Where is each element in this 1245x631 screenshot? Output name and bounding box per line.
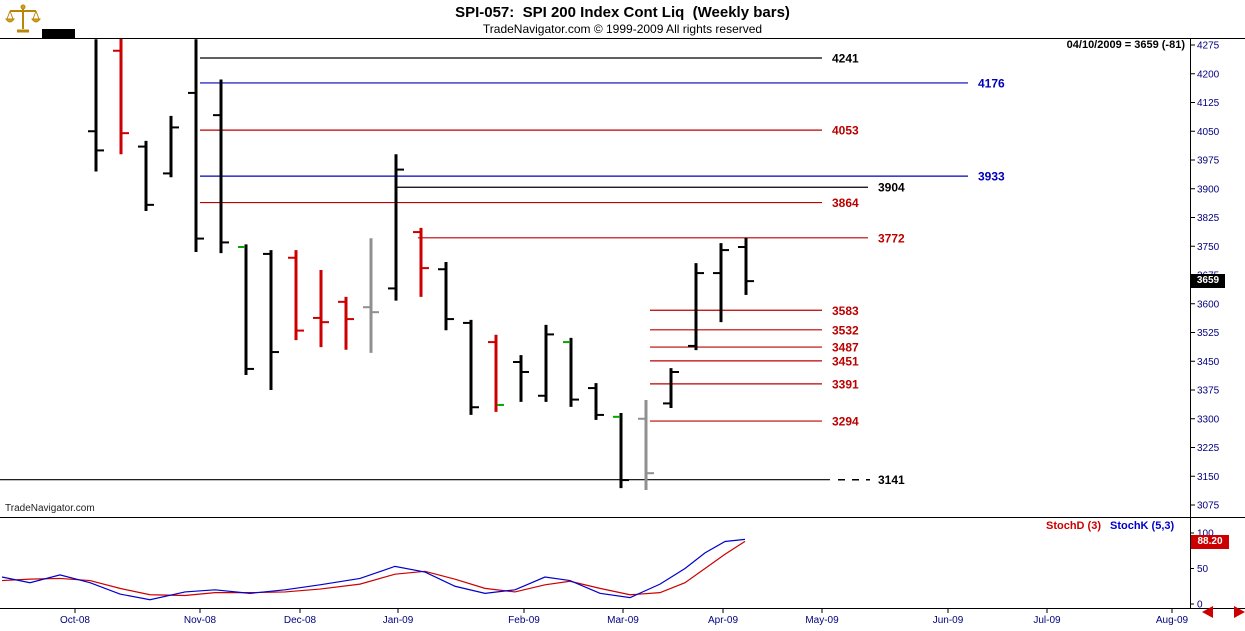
price-axis-label: 3450 xyxy=(1197,357,1220,368)
level-label-3451: 3451 xyxy=(832,354,859,368)
stoch-value-badge: 88.20 xyxy=(1191,535,1229,549)
price-axis-label: 3075 xyxy=(1197,501,1220,512)
price-axis-label: 3375 xyxy=(1197,386,1220,397)
tradenavigator-logo xyxy=(5,4,41,36)
stoch-axis-label: 100 xyxy=(1197,529,1214,540)
level-label-3583: 3583 xyxy=(832,304,859,318)
chart-title: SPI-057: SPI 200 Index Cont Liq (Weekly … xyxy=(455,4,790,21)
month-label: Jun-09 xyxy=(933,615,964,626)
month-label: Aug-09 xyxy=(1156,615,1189,626)
price-axis-label: 3300 xyxy=(1197,414,1220,425)
level-label-3141: 3141 xyxy=(878,473,905,487)
price-bars xyxy=(88,39,754,491)
scales-icon xyxy=(5,4,41,33)
top-left-bar-decoration xyxy=(42,29,75,38)
price-axis-label: 3900 xyxy=(1197,184,1220,195)
price-axis-label: 3975 xyxy=(1197,156,1220,167)
month-label: May-09 xyxy=(805,615,839,626)
price-axis-label: 3225 xyxy=(1197,443,1220,454)
level-label-3532: 3532 xyxy=(832,323,859,337)
price-axis-label: 4050 xyxy=(1197,127,1220,138)
stochd-legend[interactable]: StochD (3) xyxy=(1046,520,1101,532)
level-label-3391: 3391 xyxy=(832,377,859,391)
price-axis-label: 3525 xyxy=(1197,328,1220,339)
price-axis-label: 4125 xyxy=(1197,98,1220,109)
price-axis-label: 3825 xyxy=(1197,213,1220,224)
month-label: Jul-09 xyxy=(1033,615,1061,626)
price-axis-label: 3150 xyxy=(1197,472,1220,483)
stoch-axis-label: 50 xyxy=(1197,564,1209,575)
stoch-axis-label: 0 xyxy=(1197,600,1203,611)
level-label-3487: 3487 xyxy=(832,341,859,355)
month-label: Nov-08 xyxy=(184,615,217,626)
price-axis-label: 4275 xyxy=(1197,41,1220,52)
stochk-line xyxy=(1,538,746,601)
month-label: Mar-09 xyxy=(607,615,639,626)
month-label: Oct-08 xyxy=(60,615,90,626)
level-label-3933: 3933 xyxy=(978,170,1005,184)
level-label-4053: 4053 xyxy=(832,124,859,138)
price-axis-label: 3600 xyxy=(1197,299,1220,310)
level-label-3294: 3294 xyxy=(832,415,859,429)
watermark-text: TradeNavigator.com xyxy=(5,503,95,514)
month-label: Apr-09 xyxy=(708,615,738,626)
copyright-text: TradeNavigator.com © 1999-2009 All right… xyxy=(482,22,763,36)
level-label-3864: 3864 xyxy=(832,196,859,210)
level-label-4241: 4241 xyxy=(832,52,859,66)
scroll-left-icon[interactable] xyxy=(1202,606,1213,618)
month-label: Feb-09 xyxy=(508,615,540,626)
price-axis-label: 3750 xyxy=(1197,242,1220,253)
level-label-3772: 3772 xyxy=(878,231,905,245)
price-axis-label: 4200 xyxy=(1197,69,1220,80)
level-label-3904: 3904 xyxy=(878,181,905,195)
month-label: Dec-08 xyxy=(284,615,317,626)
level-label-4176: 4176 xyxy=(978,76,1005,90)
stochd-line xyxy=(1,540,746,597)
stochk-legend[interactable]: StochK (5,3) xyxy=(1110,520,1175,532)
last-quote-text: 04/10/2009 = 3659 (-81) xyxy=(1066,39,1185,51)
scroll-right-icon[interactable] xyxy=(1234,606,1245,618)
month-label: Jan-09 xyxy=(383,615,414,626)
last-price-badge: 3659 xyxy=(1191,274,1225,288)
